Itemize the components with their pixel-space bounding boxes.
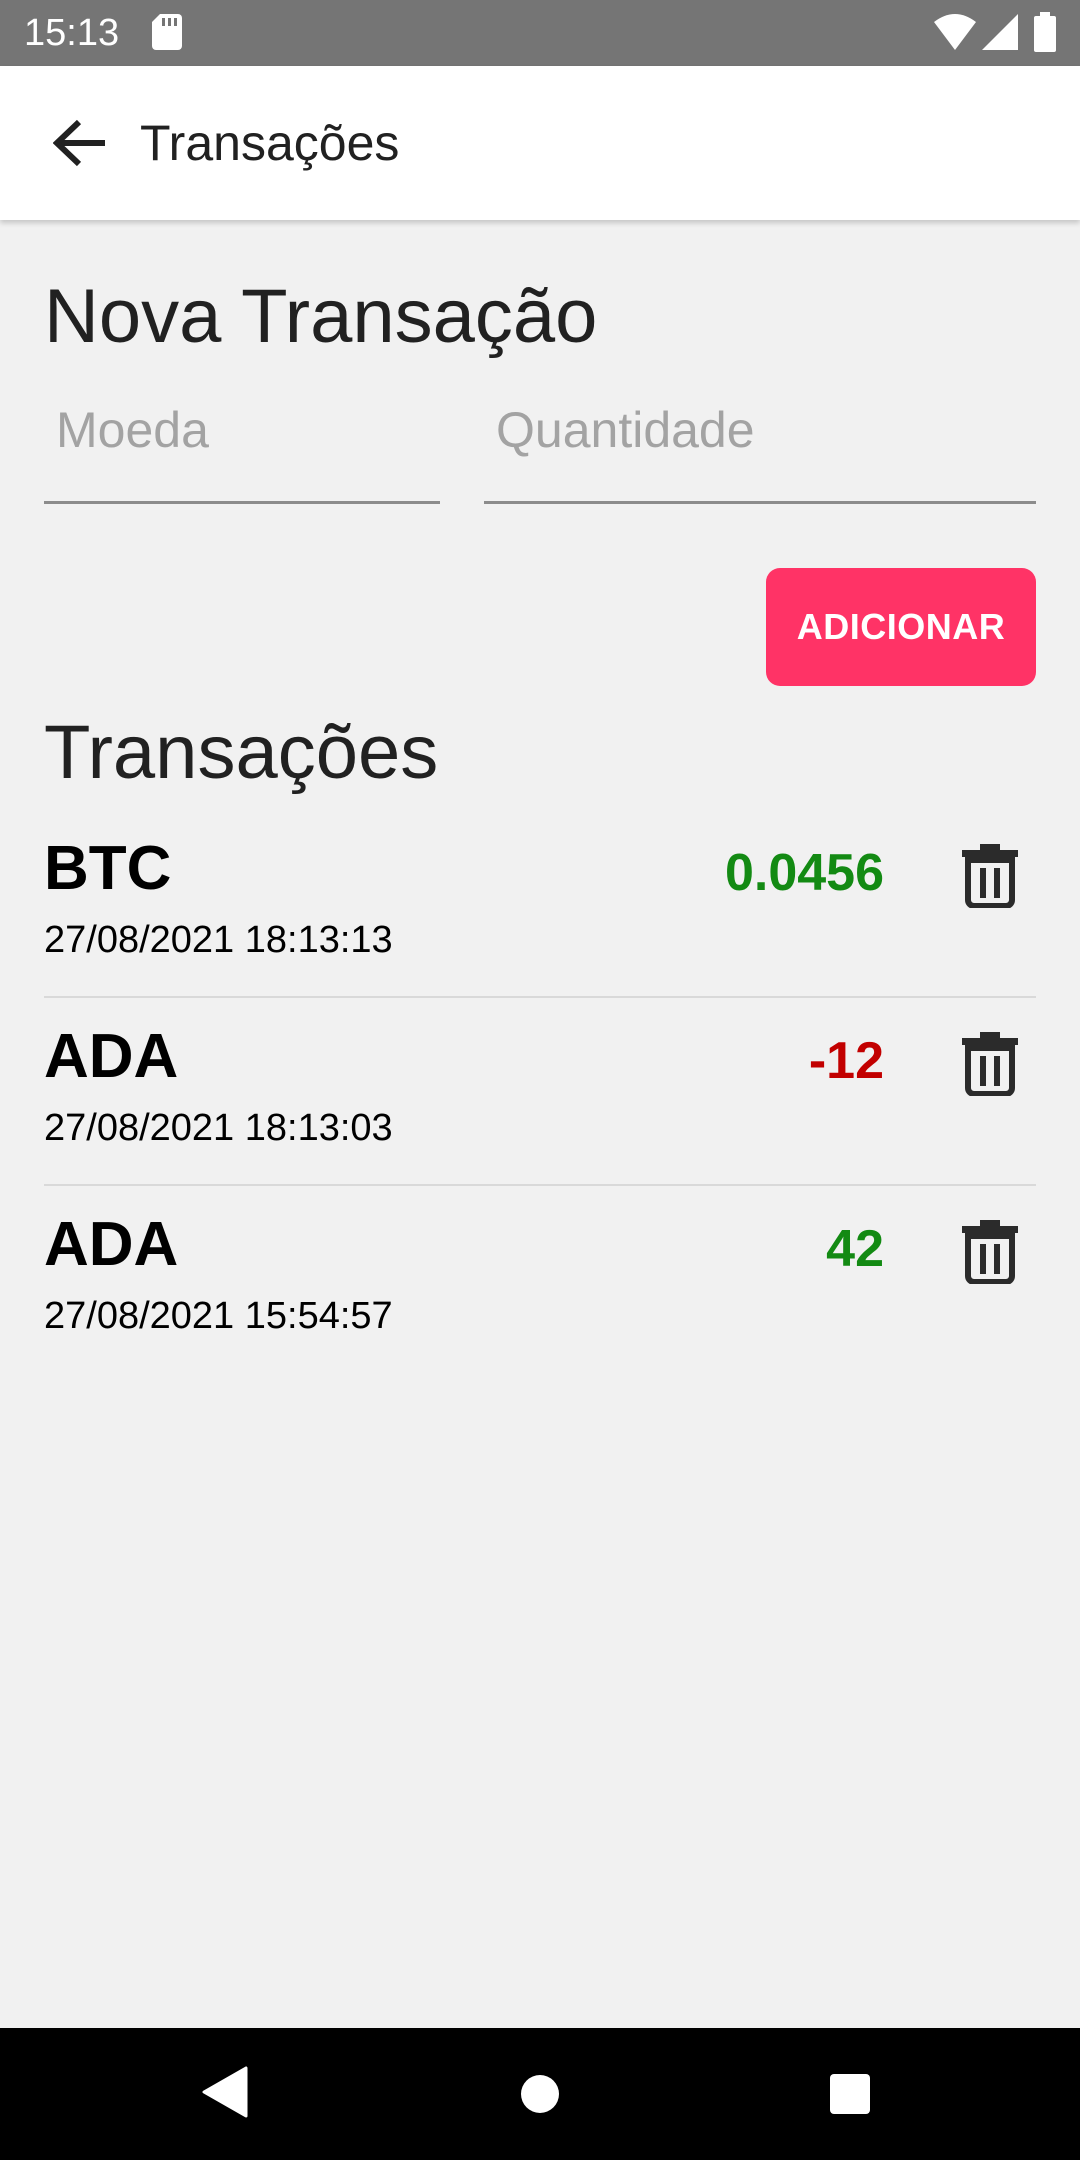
list-item: BTC 27/08/2021 18:13:13 0.0456	[44, 810, 1036, 998]
signal-icon	[982, 14, 1018, 50]
square-recents-icon[interactable]	[830, 2074, 870, 2114]
triangle-back-icon[interactable]	[202, 2066, 248, 2118]
coin-field	[44, 390, 440, 504]
quantity-field	[484, 390, 1036, 504]
app-bar-title: Transações	[140, 115, 400, 171]
list-item: ADA 27/08/2021 18:13:03 -12	[44, 998, 1036, 1186]
transaction-date: 27/08/2021 18:13:13	[44, 919, 393, 961]
sd-card-icon	[152, 14, 182, 50]
quantity-input[interactable]	[484, 390, 1036, 501]
arrow-left-icon	[53, 119, 105, 167]
wifi-icon	[934, 14, 976, 50]
back-button[interactable]	[40, 110, 120, 176]
transaction-date: 27/08/2021 18:13:03	[44, 1107, 393, 1149]
add-button[interactable]: ADICIONAR	[766, 568, 1036, 686]
delete-button[interactable]	[950, 1018, 1030, 1108]
transaction-amount: 0.0456	[724, 844, 884, 902]
delete-button[interactable]	[950, 1206, 1030, 1296]
battery-icon	[1034, 12, 1056, 52]
status-bar: 15:13	[0, 0, 1080, 66]
transaction-coin: BTC	[44, 834, 172, 903]
delete-button[interactable]	[950, 830, 1030, 920]
trash-icon	[962, 1220, 1018, 1284]
list-title: Transações	[44, 710, 439, 795]
transaction-date: 27/08/2021 15:54:57	[44, 1295, 393, 1337]
form-title: Nova Transação	[44, 274, 598, 359]
transaction-coin: ADA	[44, 1210, 179, 1279]
list-item: ADA 27/08/2021 15:54:57 42	[44, 1186, 1036, 1374]
transaction-amount: 42	[826, 1220, 884, 1278]
coin-input[interactable]	[44, 390, 440, 501]
status-time: 15:13	[24, 12, 120, 54]
transaction-amount: -12	[808, 1032, 884, 1090]
trash-icon	[962, 1032, 1018, 1096]
transaction-list: BTC 27/08/2021 18:13:13 0.0456 ADA 27/08…	[44, 810, 1036, 1374]
app-bar: Transações	[0, 66, 1080, 220]
circle-home-icon[interactable]	[520, 2074, 560, 2114]
transaction-coin: ADA	[44, 1022, 179, 1091]
navigation-bar	[0, 2028, 1080, 2160]
trash-icon	[962, 844, 1018, 908]
